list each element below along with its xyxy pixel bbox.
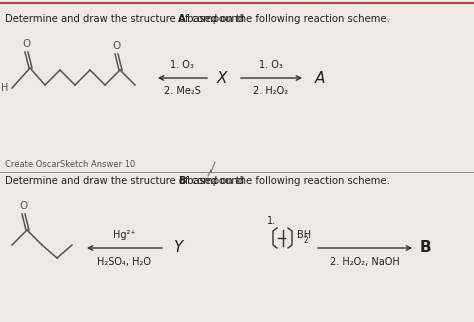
Text: 2: 2 xyxy=(304,236,309,245)
Text: A: A xyxy=(315,71,325,86)
Text: 1. O₃: 1. O₃ xyxy=(170,60,194,70)
Text: 2. H₂O₂, NaOH: 2. H₂O₂, NaOH xyxy=(330,257,400,267)
Text: O: O xyxy=(23,39,31,49)
Text: Y: Y xyxy=(173,241,182,255)
Text: Determine and draw the structure of compound: Determine and draw the structure of comp… xyxy=(5,14,247,24)
Text: H₂SO₄, H₂O: H₂SO₄, H₂O xyxy=(97,257,151,267)
Text: 1. O₃: 1. O₃ xyxy=(259,60,283,70)
Text: 2. Me₂S: 2. Me₂S xyxy=(164,86,201,96)
Text: 1.: 1. xyxy=(267,216,276,226)
Text: based on the following reaction scheme.: based on the following reaction scheme. xyxy=(184,14,390,24)
Text: B: B xyxy=(420,241,432,255)
Text: 2. H₂O₂: 2. H₂O₂ xyxy=(254,86,289,96)
Text: BH: BH xyxy=(297,230,311,240)
Text: O: O xyxy=(20,201,28,211)
Text: Create OscarSketch Answer 10: Create OscarSketch Answer 10 xyxy=(5,160,135,169)
Text: B: B xyxy=(178,176,186,186)
Text: Determine and draw the structure of compound: Determine and draw the structure of comp… xyxy=(5,176,247,186)
Text: O: O xyxy=(113,41,121,51)
Text: A: A xyxy=(178,14,186,24)
Text: based on the following reaction scheme.: based on the following reaction scheme. xyxy=(184,176,390,186)
Text: H: H xyxy=(0,83,8,93)
Text: X: X xyxy=(217,71,227,86)
Text: Hg²⁺: Hg²⁺ xyxy=(113,230,135,240)
